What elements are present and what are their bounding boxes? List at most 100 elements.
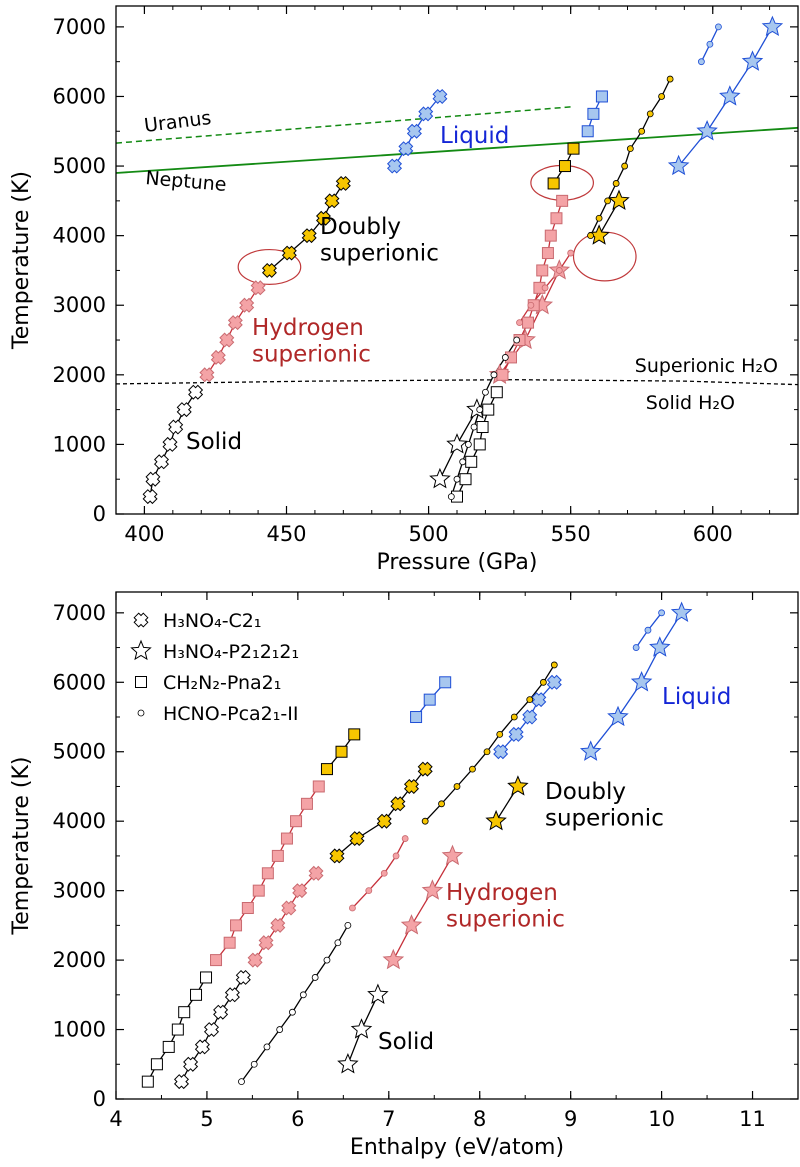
circle-solid-point [264,1044,270,1050]
circle-doubly-point [667,76,673,82]
y-tick-label: 7000 [53,15,106,39]
square-solid-point [460,474,471,485]
circle-solid-point [251,1061,257,1067]
cross-liquid-point [408,125,422,139]
square-hydrogen-point [242,903,253,914]
solid-h2o-label: Solid H₂O [646,392,735,414]
circle-solid-point [514,337,520,343]
circle-doubly-point [605,198,611,204]
legend-star-label: H₃NO₄-P2₁2₁2₁ [163,641,299,663]
circle-liquid-point [715,24,721,30]
square-doubly-point [559,161,570,172]
x-tick-label: 500 [409,522,449,546]
star-liquid-point [720,87,739,105]
square-hydrogen-point [281,833,292,844]
circle-doubly-point [639,128,645,134]
circle-doubly-point [596,215,602,221]
square-hydrogen-point [211,955,222,966]
cross-hydrogen-point [251,281,265,295]
cross-hydrogen-point [259,936,273,950]
square-hydrogen-point [537,265,548,276]
circle-solid-point [465,441,471,447]
circle-solid-point [477,407,483,413]
cross-solid-point [163,438,177,452]
circle-solid-point [345,922,351,928]
square-solid-point [474,439,485,450]
square-liquid-point [582,126,593,137]
x-tick-label: 6 [291,1107,304,1131]
square-hydrogen-point [224,937,235,948]
cross-doubly-point [405,780,419,794]
x-axis-label: Enthalpy (eV/atom) [350,1135,564,1160]
legend-square-label: CH₂N₂-Pna2₁ [163,672,281,694]
liquid-phase-label: Liquid [662,684,731,710]
top-panel-pressure-temperature: 400 450 500 550 6000100020003000400050006000… [9,6,798,575]
circle-hydrogen-point [393,853,399,859]
legend-circle-marker [138,710,144,716]
star-liquid-point [608,707,627,725]
cross-hydrogen-point [282,901,296,915]
y-tick-label: 1000 [53,432,106,456]
cross-doubly-point [337,177,351,191]
circle-doubly-line [425,665,554,821]
circle-solid-point [312,974,318,980]
y-tick-label: 2000 [53,363,106,387]
cross-doubly-point [283,246,297,259]
legend-circle-label: HCNO-Pca2₁-II [163,703,298,725]
square-solid-point [151,1059,162,1070]
cross-liquid-point [419,107,433,121]
cross-doubly-point [330,849,344,863]
doubly-superionic-label: Doubly superionic [545,779,664,831]
circle-solid-point [482,389,488,395]
neptune-label: Neptune [145,167,228,196]
square-hydrogen-point [301,798,312,809]
circle-doubly-point [511,714,517,720]
cross-hydrogen-point [200,368,214,382]
circle-doubly-point [484,749,490,755]
cross-liquid-point [548,676,562,690]
circle-liquid-point [659,610,665,616]
doubly-superionic-label: Doubly superionic [320,214,439,266]
circle-doubly-point [469,766,475,772]
cross-solid-point [237,971,251,985]
square-hydrogen-point [542,248,553,259]
circle-liquid-point [633,645,639,651]
circle-solid-line [451,340,516,497]
circle-solid-line [242,925,348,1081]
circle-solid-point [238,1079,244,1085]
square-solid-point [466,456,477,467]
circle-solid-point [289,1009,295,1015]
square-doubly-point [349,729,360,740]
legend: H₃NO₄-C2₁ H₃NO₄-P2₁2₁2₁ CH₂N₂-Pna2₁ HCNO-Pc… [132,610,300,725]
y-tick-label: 5000 [53,740,106,764]
cross-solid-point [196,1040,210,1054]
y-tick-label: 0 [93,502,106,526]
circle-solid-point [460,459,466,465]
legend-square-marker [136,677,147,688]
square-hydrogen-point [557,195,568,206]
star-solid-point [352,1020,371,1038]
cross-doubly-point [302,229,316,243]
circle-liquid-point [698,59,704,65]
cross-hydrogen-point [240,298,254,312]
star-liquid-point [698,121,717,139]
square-hydrogen-point [545,230,556,241]
cross-solid-point [214,1005,228,1019]
circle-hydrogen-point [542,285,548,291]
circle-hydrogen-point [349,905,355,911]
circle-liquid-point [707,41,713,47]
circle-solid-point [454,476,460,482]
square-hydrogen-point [313,781,324,792]
square-hydrogen-point [262,868,273,879]
circle-doubly-line [591,79,671,236]
star-liquid-point [743,52,762,70]
star-solid-point [338,1054,357,1072]
circle-hydrogen-point [568,250,574,256]
cross-solid-point [143,490,157,504]
star-hydrogen-point [443,846,462,864]
x-tick-label: 4 [109,1107,122,1131]
cross-solid-point [177,403,191,417]
circle-solid-point [277,1027,283,1033]
circle-liquid-point [645,627,651,633]
circle-doubly-point [613,180,619,186]
